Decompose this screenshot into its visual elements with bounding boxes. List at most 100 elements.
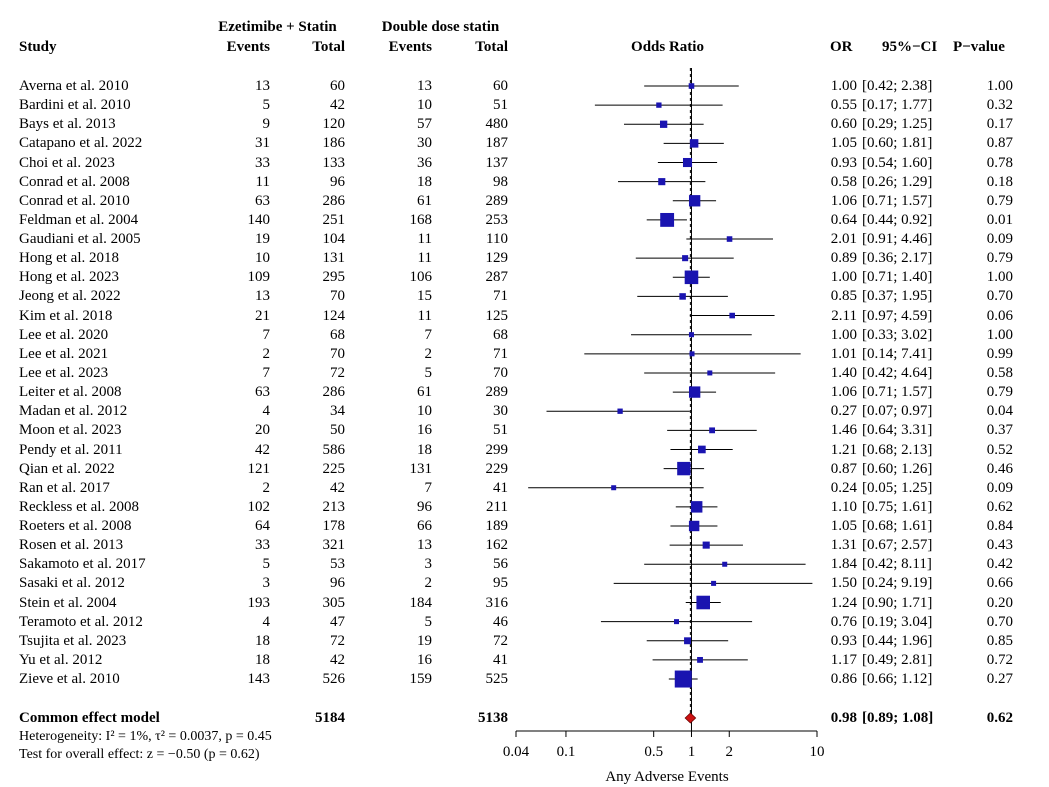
ci-cell: [0.24; 9.19]: [862, 575, 933, 592]
study-name: Sakamoto et al. 2017: [19, 556, 146, 573]
control-events-cell: 36: [417, 154, 432, 171]
study-name: Pendy et al. 2011: [19, 441, 123, 458]
treatment-total-cell: 53: [330, 556, 345, 573]
or-cell: 0.55: [830, 97, 857, 114]
control-total-cell: 187: [485, 135, 509, 152]
treatment-total-cell: 42: [330, 97, 345, 114]
treatment-total-header: Total: [312, 39, 345, 55]
study-effect-box: [656, 102, 662, 108]
control-total-cell: 211: [486, 498, 508, 515]
ci-cell: [0.37; 1.95]: [862, 288, 933, 305]
pvalue-cell: 0.84: [986, 518, 1013, 534]
control-total-cell: 480: [485, 116, 509, 133]
control-events-cell: 10: [417, 403, 432, 420]
or-cell: 1.21: [830, 441, 857, 458]
treatment-events-cell: 33: [255, 537, 270, 554]
treatment-events-cell: 19: [255, 231, 270, 247]
control-total-cell: 56: [493, 556, 508, 573]
treatment-total-cell: 131: [322, 250, 346, 267]
control-total-cell: 229: [485, 460, 509, 477]
treatment-events-cell: 13: [255, 288, 270, 305]
treatment-total-cell: 124: [322, 307, 346, 324]
study-name: Choi et al. 2023: [19, 154, 115, 171]
study-effect-box: [707, 370, 713, 376]
control-events-header: Events: [388, 39, 432, 55]
control-total-cell: 41: [493, 479, 508, 496]
ci-cell: [0.19; 3.04]: [862, 613, 933, 630]
control-total-cell: 253: [485, 211, 509, 228]
ci-cell: [0.68; 2.13]: [862, 441, 933, 458]
treatment-events-cell: 21: [255, 307, 270, 324]
or-cell: 0.24: [830, 479, 857, 496]
pooled-effect-diamond: [684, 712, 697, 724]
treatment-events-cell: 109: [247, 269, 271, 286]
control-events-cell: 61: [417, 192, 432, 209]
or-cell: 1.84: [830, 556, 857, 573]
control-total-cell: 299: [485, 441, 509, 458]
pvalue-cell: 1.00: [986, 269, 1013, 286]
or-cell: 1.31: [830, 537, 857, 554]
study-effect-box: [611, 485, 617, 491]
study-effect-box: [688, 332, 694, 338]
treatment-events-cell: 2: [262, 479, 271, 496]
pvalue-cell: 0.79: [986, 192, 1013, 209]
treatment-total-cell: 286: [322, 384, 346, 401]
control-total-cell: 72: [493, 632, 508, 649]
study-effect-box: [690, 501, 703, 513]
or-cell: 1.05: [830, 135, 857, 152]
or-cell: 1.50: [830, 575, 857, 592]
treatment-total-cell: 321: [322, 537, 346, 554]
treatment-events-cell: 64: [255, 518, 270, 534]
or-cell: 0.93: [830, 154, 857, 171]
treatment-group-header: Ezetimibe + Statin: [218, 19, 337, 35]
or-cell: 2.01: [830, 231, 857, 247]
treatment-total-cell: 295: [322, 269, 346, 286]
study-name: Roeters et al. 2008: [19, 518, 132, 534]
study-effect-box: [682, 157, 693, 168]
control-events-cell: 15: [417, 288, 432, 305]
treatment-total-cell: 70: [330, 288, 345, 305]
pvalue-cell: 1.00: [986, 78, 1013, 94]
control-events-cell: 11: [417, 250, 432, 267]
control-events-cell: 16: [417, 651, 432, 668]
study-effect-box: [674, 670, 692, 688]
or-cell: 0.60: [830, 116, 857, 133]
treatment-total-cell: 68: [330, 326, 345, 343]
x-tick-label: 0.04: [503, 744, 530, 760]
or-cell: 0.58: [830, 173, 857, 190]
treatment-total-cell: 72: [330, 632, 345, 649]
treatment-events-cell: 5: [262, 97, 271, 114]
or-cell: 0.86: [830, 671, 857, 687]
or-cell: 1.40: [830, 364, 857, 381]
treatment-total-cell: 34: [330, 403, 345, 420]
pvalue-cell: 0.06: [986, 307, 1013, 324]
pvalue-cell: 0.66: [986, 575, 1013, 592]
control-total-cell: 30: [493, 403, 508, 420]
study-effect-box: [729, 312, 735, 319]
treatment-events-cell: 63: [255, 384, 270, 401]
ci-cell: [0.42; 2.38]: [862, 78, 933, 94]
x-tick-label: 1: [688, 744, 696, 760]
treatment-total-cell: 133: [322, 154, 346, 171]
ci-cell: [0.44; 1.96]: [862, 632, 933, 649]
study-effect-box: [677, 461, 691, 476]
study-effect-box: [689, 351, 695, 357]
study-effect-box: [688, 386, 701, 398]
control-total-cell: 525: [485, 671, 509, 687]
study-effect-box: [658, 178, 666, 186]
pvalue-cell: 0.20: [986, 594, 1013, 611]
pvalue-cell: 0.78: [986, 154, 1013, 171]
pvalue-cell: 0.99: [986, 345, 1013, 362]
pvalue-cell: 0.09: [986, 231, 1013, 247]
control-total-cell: 289: [485, 192, 509, 209]
study-name: Lee et al. 2023: [19, 364, 109, 381]
ci-cell: [0.60; 1.81]: [862, 135, 933, 152]
control-total-cell: 189: [485, 518, 509, 534]
treatment-total-cell: 178: [322, 518, 346, 534]
ci-cell: [0.42; 8.11]: [862, 556, 932, 573]
control-events-cell: 18: [417, 173, 432, 190]
treatment-total-cell: 586: [322, 441, 346, 458]
control-total-cell: 71: [493, 345, 508, 362]
or-cell: 1.01: [830, 345, 857, 362]
